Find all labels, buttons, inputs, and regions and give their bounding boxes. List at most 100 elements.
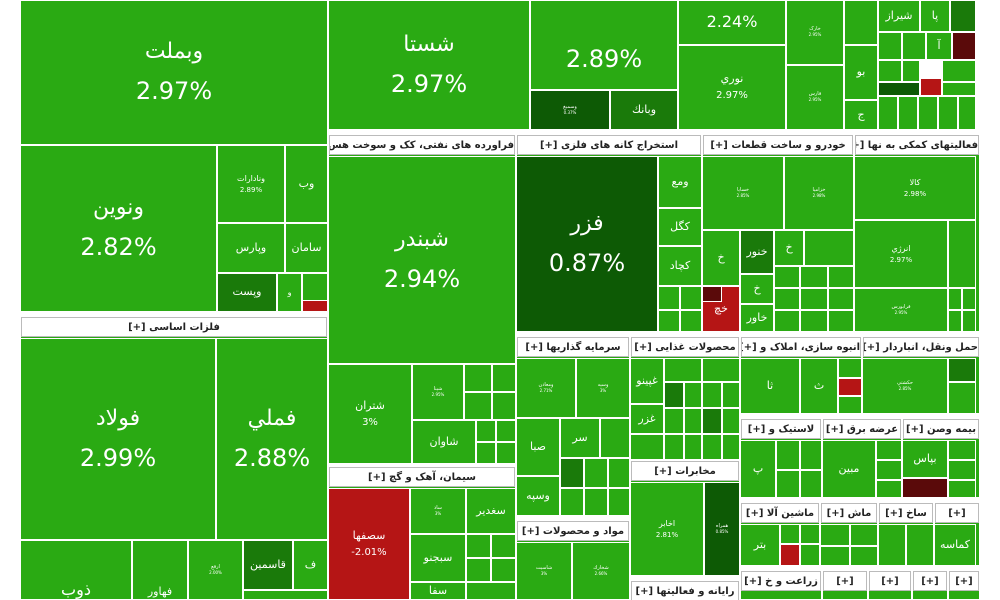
tile-small[interactable]	[800, 310, 828, 332]
sector-label[interactable]: [+]	[913, 571, 947, 591]
tile-small[interactable]	[630, 434, 664, 460]
tile-small[interactable]	[850, 546, 878, 566]
tile-fameli[interactable]: فملي 2.88%	[216, 338, 328, 540]
tile-kechad[interactable]: كچاد	[658, 246, 702, 286]
tile-small[interactable]	[664, 408, 684, 434]
tile-small[interactable]	[658, 310, 680, 332]
tile-small[interactable]	[948, 358, 976, 382]
tile-seba[interactable]: صبا	[516, 418, 560, 476]
tile-small[interactable]	[962, 310, 976, 332]
tile-sepijnoo[interactable]: سبجنو	[410, 534, 466, 582]
tile-small[interactable]	[878, 32, 902, 60]
sector-label[interactable]: [+]	[869, 571, 911, 591]
tile-small[interactable]	[948, 382, 976, 414]
tile-small[interactable]	[838, 358, 862, 378]
tile-faravar[interactable]: فرابورس 2.95%	[854, 288, 948, 332]
tile-small[interactable]	[774, 266, 800, 288]
tile-small[interactable]	[584, 458, 608, 488]
tile-small[interactable]	[906, 524, 934, 566]
tile-pa[interactable]: پا	[920, 0, 950, 32]
tile-tha[interactable]: ثا	[740, 358, 800, 414]
tile-small[interactable]	[850, 524, 878, 546]
tile-ghpino[interactable]: غپينو	[630, 358, 664, 404]
tile-small[interactable]	[920, 78, 942, 96]
tile-kala[interactable]: کالا 2.98%	[854, 156, 976, 220]
tile-vmaskan[interactable]: وسمیغ 0.37%	[530, 90, 610, 130]
tile-khark[interactable]: خارک 2.95%	[786, 0, 844, 65]
tile-small[interactable]	[878, 60, 902, 82]
tile-small[interactable]	[838, 396, 862, 414]
tile-tha2[interactable]: ث	[800, 358, 838, 414]
tile-khsapa[interactable]: خساپا 2.85%	[702, 156, 784, 230]
tile-pe[interactable]: پ	[740, 440, 776, 498]
tile-vbmellat[interactable]: وبملت 2.97%	[20, 0, 328, 145]
tile-ghzar[interactable]: غزر	[630, 404, 664, 434]
tile-small[interactable]	[878, 524, 906, 566]
tile-small[interactable]	[476, 442, 496, 464]
sector-label[interactable]: استخراج کانه های فلزی [+]	[517, 135, 701, 155]
tile-shiraz[interactable]: شيراز	[878, 0, 920, 32]
tile-small[interactable]	[938, 96, 958, 130]
tile-small[interactable]	[302, 300, 328, 312]
tile-a[interactable]: آ	[926, 32, 952, 60]
tile-small[interactable]	[780, 524, 800, 544]
sector-label[interactable]: مخابرات [+]	[631, 461, 739, 481]
tile-224[interactable]: 2.24%	[678, 0, 786, 45]
tile-zob[interactable]: ذوب	[20, 540, 132, 600]
tile-sesfaha[interactable]: سصفها -2.01%	[328, 488, 410, 600]
tile-shavan[interactable]: شاوان	[412, 420, 476, 464]
tile-shasit[interactable]: شاسيت 3%	[516, 542, 572, 600]
tile-small[interactable]	[702, 434, 722, 460]
tile-small[interactable]	[702, 358, 740, 382]
tile-shkhark[interactable]: شخارك 2.66%	[572, 542, 630, 600]
tile-small[interactable]	[466, 534, 491, 558]
tile-small[interactable]	[466, 558, 491, 582]
tile-small[interactable]	[948, 310, 962, 332]
tile-small[interactable]	[828, 310, 854, 332]
tile-small[interactable]	[608, 488, 630, 516]
tile-vnovin[interactable]: ونوین 2.82%	[20, 145, 217, 312]
tile-small[interactable]	[491, 558, 516, 582]
tile-small[interactable]	[800, 440, 822, 470]
tile-hamrah[interactable]: همراه 0.85%	[704, 482, 740, 576]
sector-label[interactable]: بیمه وصن [+]	[903, 419, 979, 439]
tile-shasta[interactable]: شستا 2.97%	[328, 0, 530, 130]
tile-khzamia[interactable]: خزاميا 2.98%	[784, 156, 854, 230]
tile-small[interactable]	[918, 96, 938, 130]
tile-vanadirat[interactable]: ونادارات 2.89%	[217, 145, 285, 223]
tile-kegol[interactable]: كگل	[658, 208, 702, 246]
tile-bo[interactable]: بو	[844, 45, 878, 100]
tile-vpars[interactable]: وپارس	[217, 223, 285, 273]
tile-small[interactable]	[844, 0, 878, 45]
tile-small[interactable]	[902, 478, 948, 498]
tile-small[interactable]	[828, 266, 854, 288]
sector-label[interactable]: ساخ [+]	[879, 503, 933, 523]
tile-shpna[interactable]: شپنا 2.95%	[412, 364, 464, 420]
tile-ghasemin[interactable]: قاسمين	[243, 540, 293, 590]
tile-small[interactable]	[800, 266, 828, 288]
tile-vsiba[interactable]: وسپه 3%	[576, 358, 630, 418]
sector-label[interactable]: حمل ونقل، انباردار [+]	[863, 337, 979, 357]
tile-folad[interactable]: فولاد 2.99%	[20, 338, 216, 540]
tile-sefa[interactable]: سفا	[410, 582, 466, 600]
sector-label[interactable]: رایانه و فعالیتها [+]	[631, 581, 739, 600]
sector-label[interactable]: مواد و محصولات [+]	[517, 521, 629, 541]
tile-small[interactable]	[902, 60, 920, 82]
sector-label[interactable]: عرضه برق [+]	[823, 419, 901, 439]
tile-small[interactable]	[658, 286, 680, 310]
tile-fe[interactable]: ف	[293, 540, 328, 590]
tile-small[interactable]	[702, 408, 722, 434]
tile-small[interactable]	[466, 582, 516, 600]
tile-small[interactable]	[722, 408, 740, 434]
tile-small[interactable]	[952, 32, 976, 60]
tile-small[interactable]	[496, 420, 516, 442]
tile-small[interactable]	[948, 460, 976, 480]
sector-label[interactable]: [+]	[935, 503, 979, 523]
tile-small[interactable]	[584, 488, 608, 516]
tile-small[interactable]	[876, 440, 902, 460]
tile-btr[interactable]: بتر	[740, 524, 780, 566]
tile-small[interactable]	[776, 440, 800, 470]
tile-vsepah[interactable]: وسپه	[516, 476, 560, 516]
tile-small[interactable]	[820, 524, 850, 546]
tile-vbank[interactable]: وبانك	[610, 90, 678, 130]
